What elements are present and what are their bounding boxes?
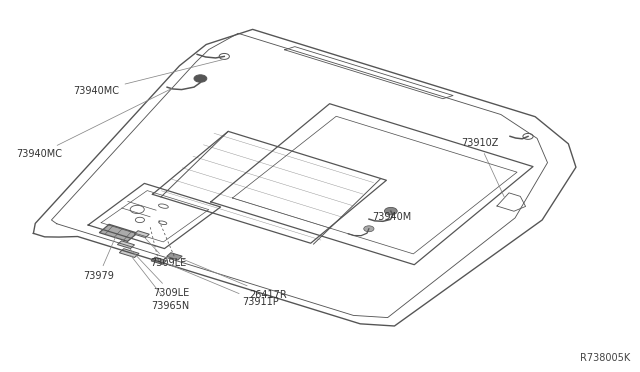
Text: 73911P: 73911P [167, 264, 278, 307]
Text: 73979: 73979 [83, 235, 116, 281]
Text: 7309LE: 7309LE [128, 247, 190, 298]
Text: 73965N: 73965N [131, 256, 189, 311]
Polygon shape [119, 248, 139, 257]
Text: 7309LE: 7309LE [144, 237, 187, 268]
Text: 26417R: 26417R [183, 259, 287, 299]
Circle shape [385, 208, 397, 215]
Polygon shape [166, 253, 182, 260]
Text: 73940MC: 73940MC [16, 89, 172, 159]
Text: 73940M: 73940M [372, 212, 412, 221]
Text: 73940MC: 73940MC [74, 60, 223, 96]
Text: R738005K: R738005K [580, 353, 630, 363]
Circle shape [194, 75, 207, 82]
Circle shape [364, 226, 374, 232]
Polygon shape [99, 224, 138, 241]
Polygon shape [117, 241, 134, 248]
Polygon shape [134, 231, 149, 238]
Polygon shape [151, 257, 166, 264]
Text: 73910Z: 73910Z [461, 138, 505, 198]
